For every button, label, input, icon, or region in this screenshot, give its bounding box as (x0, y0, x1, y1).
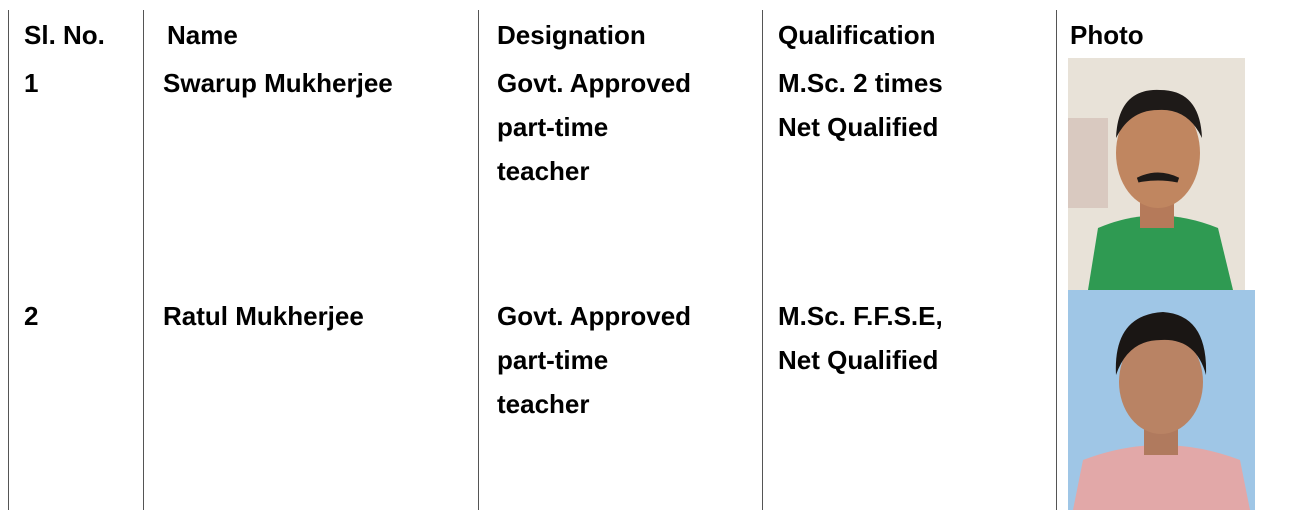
designation: Govt. Approved (497, 68, 692, 98)
serial-number: 2 (24, 301, 39, 331)
header-cell: Qualification (778, 20, 936, 50)
qualification: Net Qualified (778, 112, 939, 142)
designation: teacher (497, 389, 590, 419)
header-cell: Sl. No. (24, 20, 105, 50)
column-rule (143, 10, 144, 510)
name: Ratul Mukherjee (163, 301, 364, 331)
photo (1068, 58, 1245, 290)
header-cell: Photo (1070, 20, 1144, 50)
designation: teacher (497, 156, 590, 186)
designation: part-time (497, 112, 609, 142)
column-rule (1056, 10, 1057, 510)
designation: part-time (497, 345, 609, 375)
qualification: M.Sc. 2 times (778, 68, 943, 98)
header-cell: Name (167, 20, 238, 50)
serial-number: 1 (24, 68, 39, 98)
qualification: Net Qualified (778, 345, 939, 375)
column-rule (478, 10, 479, 510)
column-rule (762, 10, 763, 510)
name: Swarup Mukherjee (163, 68, 393, 98)
qualification: M.Sc. F.F.S.E, (778, 301, 943, 331)
header-cell: Designation (497, 20, 646, 50)
photo (1068, 290, 1255, 510)
designation: Govt. Approved (497, 301, 692, 331)
column-rule (8, 10, 9, 510)
